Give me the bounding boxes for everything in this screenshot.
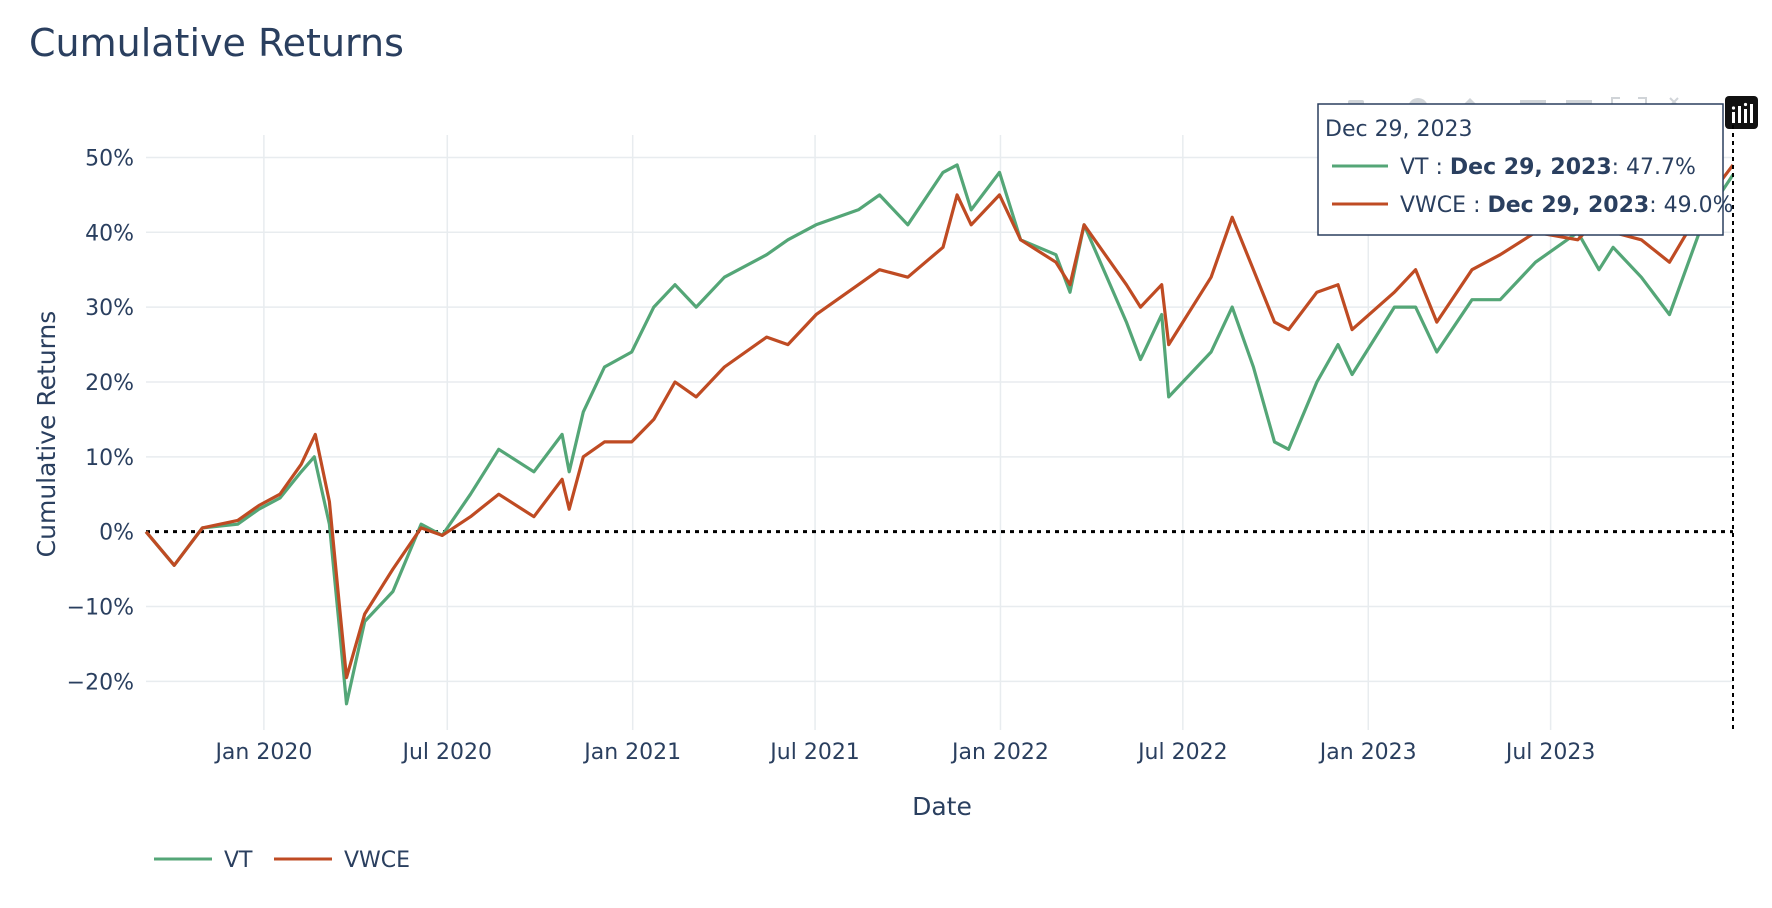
y-tick-label: 40% <box>85 221 134 246</box>
x-axis-ticks: Jan 2020 Jul 2020 Jan 2021 Jul 2021 Jan 2022… <box>213 740 1595 765</box>
x-tick-label: Jan 2023 <box>1318 740 1417 765</box>
hover-date: Dec 29, 2023 <box>1325 117 1473 142</box>
y-tick-label: 0% <box>99 521 134 546</box>
chart-title: Cumulative Returns <box>29 21 404 65</box>
legend-item-vt[interactable]: VT <box>154 848 253 873</box>
y-tick-label: −20% <box>67 670 134 695</box>
hover-row-vwce: VWCE : Dec 29, 2023: 49.0% <box>1400 193 1734 218</box>
x-axis-title: Date <box>912 792 972 821</box>
legend-label-vt: VT <box>224 848 253 873</box>
series-line-vt <box>144 163 1735 706</box>
x-tick-label: Jul 2021 <box>768 740 860 765</box>
y-axis-ticks: −20% −10% 0% 10% 20% 30% 40% 50% <box>67 146 134 695</box>
y-tick-label: −10% <box>67 596 134 621</box>
series-line-vwce <box>144 163 1735 680</box>
hover-label: Dec 29, 2023 VT : Dec 29, 2023: 47.7% VW… <box>1317 103 1734 236</box>
x-tick-label: Jul 2022 <box>1136 740 1228 765</box>
legend[interactable]: VT VWCE <box>154 848 410 873</box>
x-tick-label: Jan 2020 <box>213 740 312 765</box>
legend-label-vwce: VWCE <box>344 848 410 873</box>
x-tick-label: Jan 2021 <box>582 740 681 765</box>
y-axis-title: Cumulative Returns <box>32 311 61 558</box>
x-tick-label: Jul 2023 <box>1504 740 1596 765</box>
legend-item-vwce[interactable]: VWCE <box>274 848 410 873</box>
series-lines <box>144 163 1735 706</box>
gridlines <box>146 135 1733 730</box>
y-tick-label: 50% <box>85 146 134 171</box>
y-tick-label: 10% <box>85 446 134 471</box>
y-tick-label: 20% <box>85 371 134 396</box>
x-tick-label: Jan 2022 <box>950 740 1049 765</box>
y-tick-label: 30% <box>85 296 134 321</box>
plotly-logo-icon[interactable] <box>1725 96 1758 129</box>
x-tick-label: Jul 2020 <box>401 740 493 765</box>
hover-row-vt: VT : Dec 29, 2023: 47.7% <box>1400 155 1696 180</box>
